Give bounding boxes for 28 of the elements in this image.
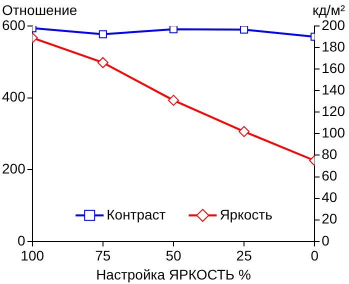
x-tick-label: 50 [166,248,182,264]
y-tick-label: 200 [2,160,26,176]
x-tick-label: 25 [236,248,252,264]
x-tick-label: 75 [95,248,111,264]
y2-tick-label: 20 [322,210,338,227]
y2-tick-label: 180 [322,38,346,54]
x-tick-label: 0 [310,248,319,264]
legend-label: Яркость [220,206,272,222]
y2-tick-label: 140 [322,81,346,98]
y2-tick-label: 100 [322,124,346,141]
point [238,126,250,138]
y-tick-label: 600 [2,16,26,33]
point [97,57,108,68]
y2-tick-label: 160 [322,60,346,76]
y2-tick-label: 80 [322,146,338,162]
x-axis-title: Настройка ЯРКОСТЬ % [96,266,251,282]
y2-tick-label: 40 [322,189,338,206]
y-tick-label: 400 [2,88,26,105]
legend-label: Контраст [106,206,166,222]
y-tick-label: 0 [18,232,26,248]
y2-axis-title: кд/м² [312,2,345,18]
x-tick-label: 100 [20,248,44,264]
y2-tick-label: 60 [322,168,338,184]
point [168,94,179,106]
y2-tick-label: 200 [322,16,346,33]
y-axis-title: Отношение [2,2,78,18]
y2-tick-label: 120 [322,103,346,120]
y2-tick-label: 0 [322,232,330,248]
